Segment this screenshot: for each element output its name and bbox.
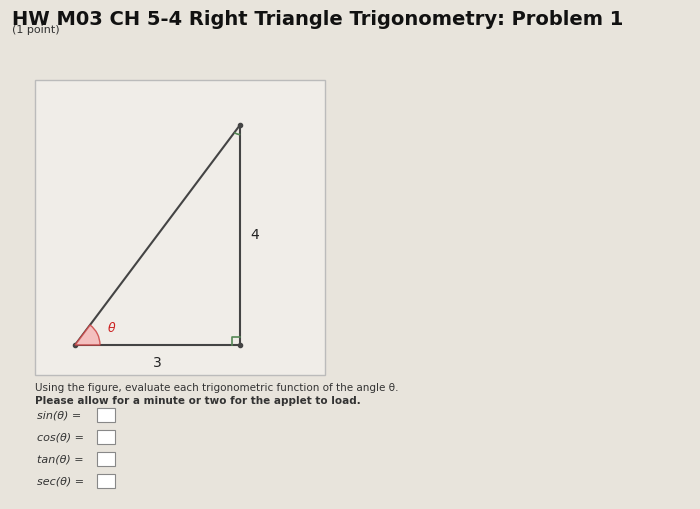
Text: Please allow for a minute or two for the applet to load.: Please allow for a minute or two for the… (35, 396, 360, 406)
Text: cos(θ) =: cos(θ) = (37, 432, 84, 442)
Bar (97, 408, 115, 422)
Wedge shape (75, 325, 100, 345)
Text: Using the figure, evaluate each trigonometric function of the angle θ.: Using the figure, evaluate each trigonom… (35, 383, 398, 393)
Bar (35, 80, 325, 375)
Bar (97, 474, 115, 488)
Bar (97, 452, 115, 466)
Text: sin(θ) =: sin(θ) = (37, 410, 81, 420)
Text: sec(θ) =: sec(θ) = (37, 476, 84, 486)
Text: 4: 4 (251, 228, 259, 242)
Text: θ: θ (108, 322, 116, 335)
Text: (1 point): (1 point) (12, 25, 60, 35)
Bar (97, 430, 115, 444)
Text: HW M03 CH 5-4 Right Triangle Trigonometry: Problem 1: HW M03 CH 5-4 Right Triangle Trigonometr… (12, 10, 624, 29)
Text: 3: 3 (153, 356, 162, 370)
Text: tan(θ) =: tan(θ) = (37, 454, 83, 464)
